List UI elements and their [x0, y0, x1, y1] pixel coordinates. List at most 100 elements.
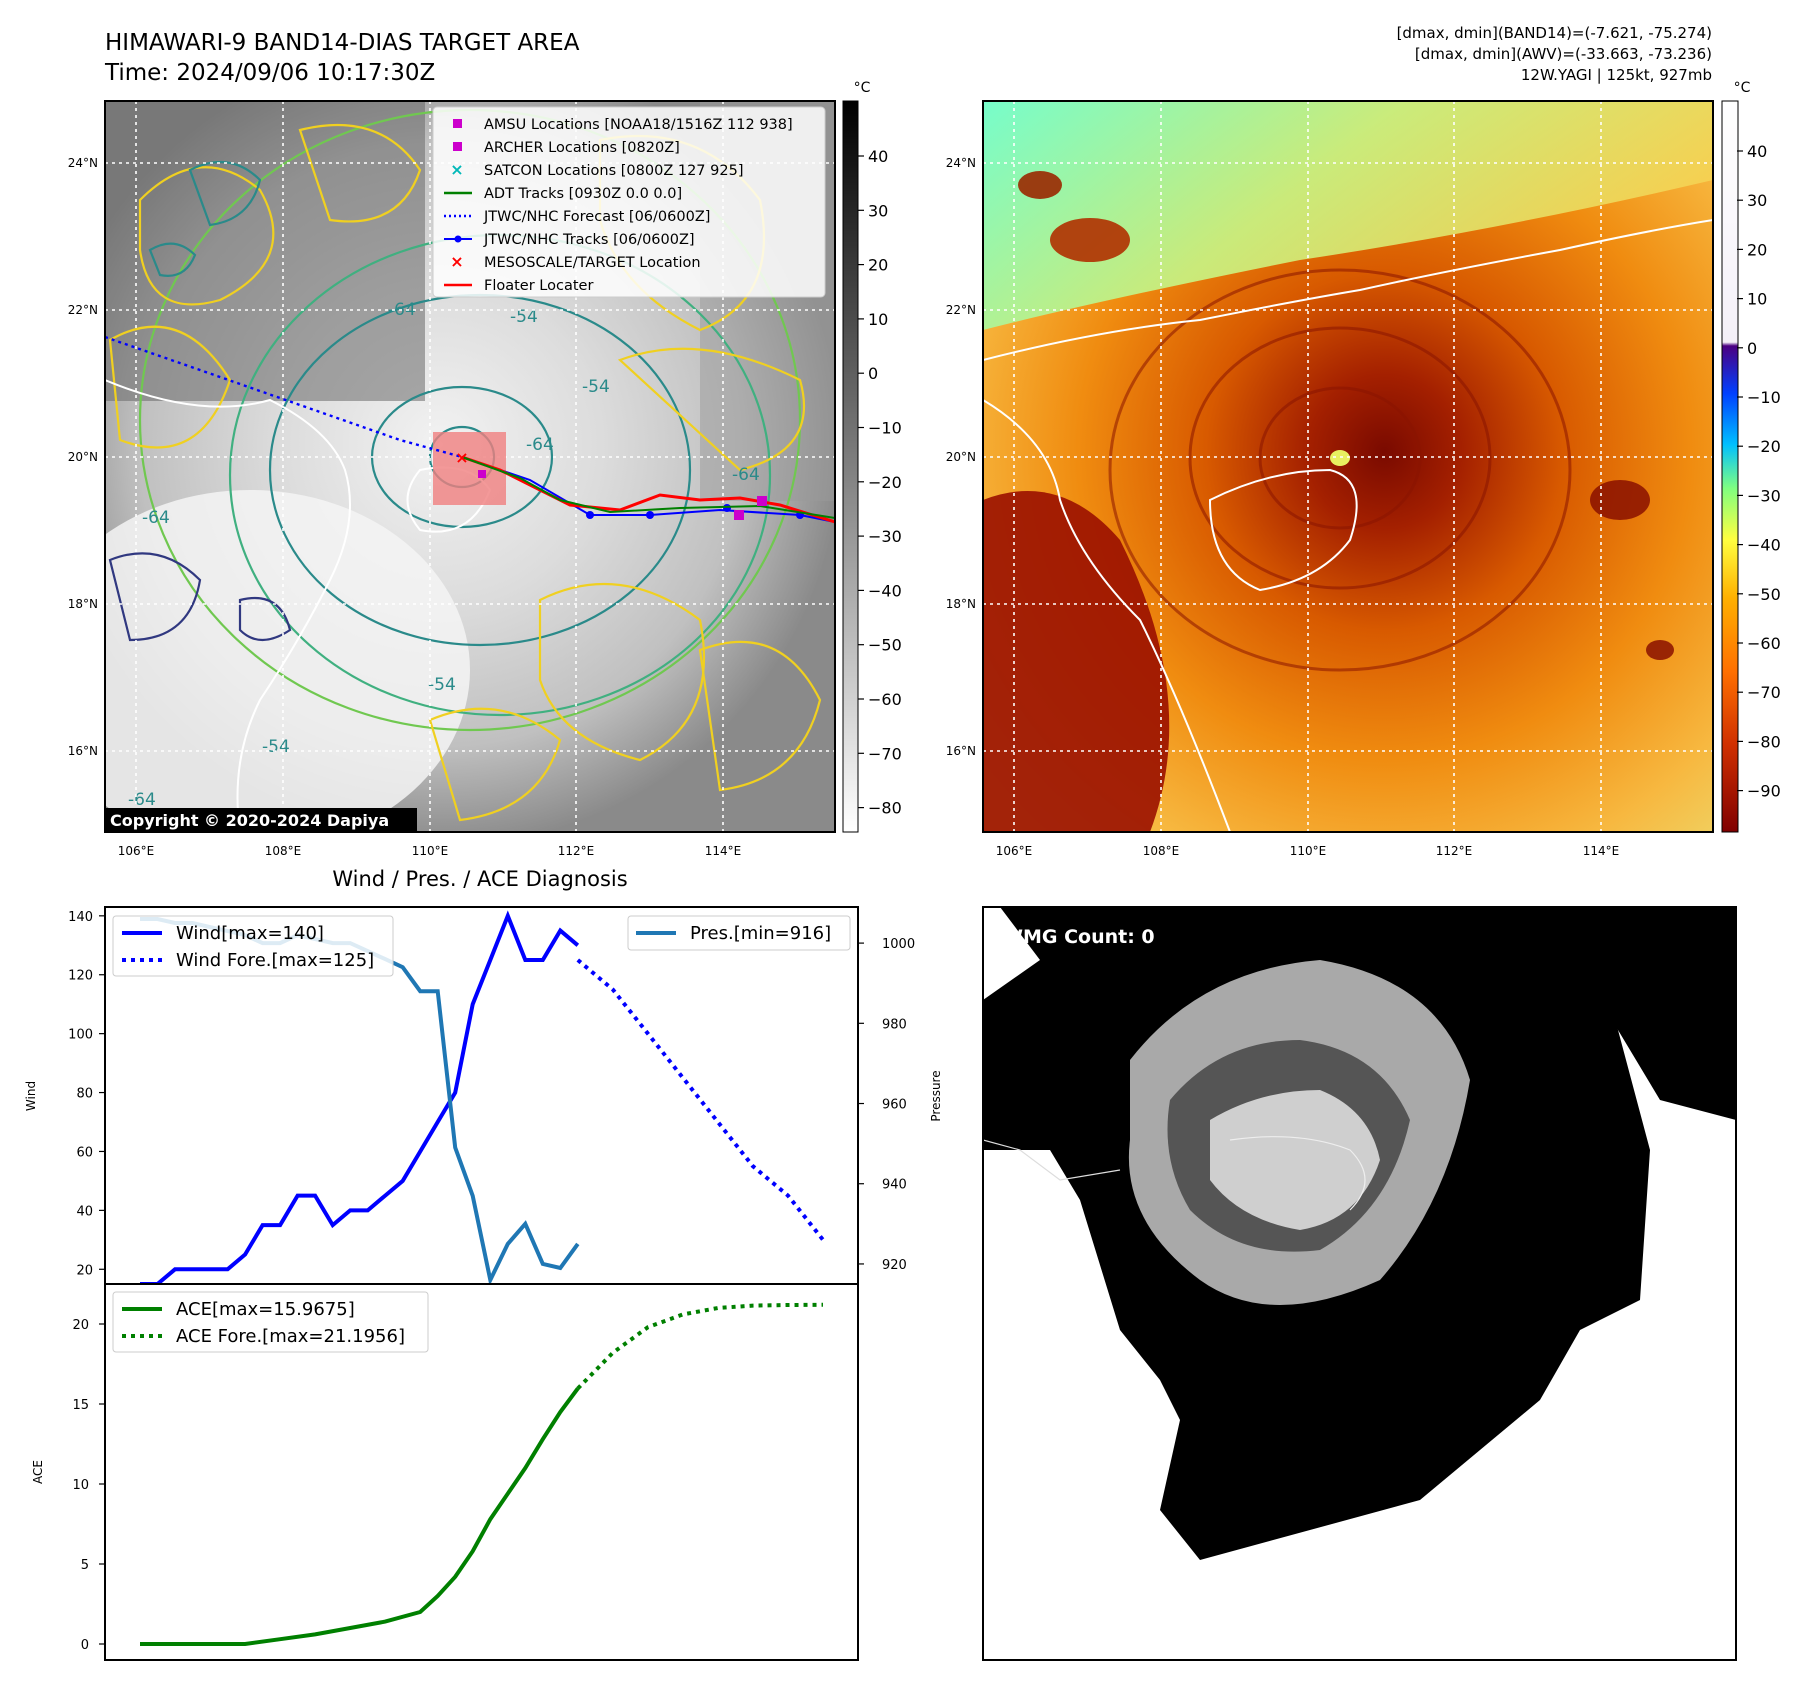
lon-label: 108°E: [265, 844, 302, 858]
pressure-axis-label: Pressure: [929, 1070, 943, 1121]
colorbar-tick-label: 20: [868, 256, 888, 275]
ir-lon-labels: 106°E 108°E 110°E 112°E 114°E: [118, 844, 742, 858]
pressure-tick-label: 960: [882, 1098, 907, 1113]
ace-line: [140, 1387, 580, 1646]
awv-range: [dmax, dmin](AWV)=(-33.663, -73.236): [1415, 45, 1712, 63]
colorbar-tick-label: −30: [1747, 486, 1781, 505]
ace-forecast-line: [576, 1302, 824, 1390]
colorbar-tick-label: −30: [868, 527, 902, 546]
x-marker-icon: ×: [450, 252, 463, 271]
colorbar-tick-label: −80: [868, 799, 902, 818]
legend-label: Wind[max=140]: [176, 923, 324, 944]
colorbar-tick-label: −90: [1747, 782, 1781, 801]
ace-tick-label: 10: [72, 1478, 89, 1493]
spiral-bands: [1108, 268, 1572, 672]
legend-label: ARCHER Locations [0820Z]: [484, 140, 680, 156]
colorbar-tick-label: −20: [1747, 437, 1781, 456]
legend-label: ACE Fore.[max=21.1956]: [176, 1326, 405, 1347]
legend-label: ADT Tracks [0930Z 0.0 0.0]: [484, 186, 682, 202]
contour-label: -64: [142, 508, 170, 528]
wind-tick-label: 80: [76, 1087, 93, 1102]
colorbar-tick-label: −10: [868, 419, 902, 438]
lat-label: 22°N: [946, 303, 976, 317]
colorbar-tick-label: 10: [1747, 290, 1767, 309]
archer-marker: [478, 470, 486, 478]
wind-tick-label: 60: [76, 1145, 93, 1160]
colorbar-tick-label: −70: [868, 744, 902, 763]
x-marker-icon: ×: [450, 160, 463, 179]
pressure-tick-label: 980: [882, 1017, 907, 1032]
contour-label-group: -64 -54 -64 -54 -64 -54 -54 -64 -64: [128, 300, 760, 810]
colorbar-tick-label: 10: [868, 310, 888, 329]
band14-range: [dmax, dmin](BAND14)=(-7.621, -75.274): [1397, 24, 1712, 42]
copyright-bg: [105, 808, 417, 832]
color-lat-labels: 24°N 22°N 20°N 18°N 16°N: [946, 156, 976, 758]
hainan-coastline: [1208, 468, 1358, 592]
colorbar-tick-label: −20: [868, 473, 902, 492]
amsu-marker: [734, 510, 744, 520]
lat-label: 20°N: [946, 450, 976, 464]
legend-label: JTWC/NHC Forecast [06/0600Z]: [483, 209, 710, 225]
lat-label: 16°N: [68, 744, 98, 758]
wind-axis-label: Wind: [24, 1081, 38, 1111]
colorbar-tick-label: 0: [1747, 339, 1757, 358]
lat-label: 22°N: [68, 303, 98, 317]
ace-axis-label: ACE: [31, 1460, 45, 1484]
wind-pressure-chart: Wind Pressure 20 40 60 80 100 120 140 920 940 96…: [24, 906, 943, 1287]
figure-time: Time: 2024/09/06 10:17:30Z: [104, 60, 435, 86]
colorbar-tick-label: 30: [1747, 191, 1767, 210]
color-lon-labels: 106°E 108°E 110°E 112°E 114°E: [996, 844, 1620, 858]
colorbar-unit: °C: [854, 80, 871, 96]
lon-label: 106°E: [996, 844, 1033, 858]
colorbar-tick-label: 0: [868, 364, 878, 383]
lat-label: 16°N: [946, 744, 976, 758]
cold-region: [983, 101, 1713, 330]
pressure-tick-label: 940: [882, 1178, 907, 1193]
pressure-tick-label: 920: [882, 1258, 907, 1273]
square-marker-icon: [453, 119, 462, 128]
lon-label: 110°E: [412, 844, 449, 858]
wind-tick-label: 140: [68, 910, 93, 925]
lon-label: 110°E: [1290, 844, 1327, 858]
wind-forecast-line: [576, 958, 825, 1242]
wind-line: [140, 910, 580, 1286]
lat-label: 24°N: [68, 156, 98, 170]
color-gridlines: [983, 101, 1713, 832]
ir-lat-labels: 24°N 22°N 20°N 18°N 16°N: [68, 156, 98, 758]
legend-label: JTWC/NHC Tracks [06/0600Z]: [483, 232, 695, 248]
ace-tick-label: 20: [72, 1318, 89, 1333]
colorbar-tick-label: −40: [868, 581, 902, 600]
contour-label: -64: [526, 435, 554, 455]
ir-map-panel: -64 -54 -64 -54 -64 -54 -54 -64 -64: [68, 100, 836, 858]
contour-label: -54: [582, 377, 610, 397]
colorbar-tick-label: 40: [1747, 142, 1767, 161]
colorbar-tick-label: −50: [1747, 585, 1781, 604]
colorbar-tick-label: −60: [1747, 634, 1781, 653]
contour-label: -64: [732, 465, 760, 485]
figure-title: HIMAWARI-9 BAND14-DIAS TARGET AREA: [105, 30, 580, 56]
lat-label: 18°N: [946, 597, 976, 611]
legend-label: Pres.[min=916]: [690, 923, 831, 944]
color-colorbar: °C 40 30 20 10 0 −10 −20 −30 −40 −50 −60 −70 −80 −90: [1721, 80, 1781, 833]
legend-label: Floater Locater: [484, 278, 593, 294]
colorbar-tick-label: −40: [1747, 536, 1781, 555]
contour-label: -54: [428, 675, 456, 695]
ir-legend: AMSU Locations [NOAA18/1516Z 112 938] ARC…: [432, 106, 826, 298]
lon-label: 106°E: [118, 844, 155, 858]
colorbar-tick-label: −60: [868, 690, 902, 709]
wmg-eye: [1210, 1090, 1380, 1230]
target-x-marker: ×: [455, 448, 468, 467]
ace-tick-label: 5: [81, 1558, 89, 1573]
wind-tick-label: 100: [68, 1028, 93, 1043]
lat-label: 24°N: [946, 156, 976, 170]
lat-label: 20°N: [68, 450, 98, 464]
colorbar-tick-label: 30: [868, 201, 888, 220]
colorbar-tick-label: −80: [1747, 732, 1781, 751]
wmg-panel: WMG Count: 0: [982, 906, 1737, 1661]
wind-tick-label: 20: [76, 1263, 93, 1278]
colorbar-tick-label: 20: [1747, 240, 1767, 259]
lat-label: 18°N: [68, 597, 98, 611]
legend-label: SATCON Locations [0800Z 127 925]: [484, 163, 743, 179]
